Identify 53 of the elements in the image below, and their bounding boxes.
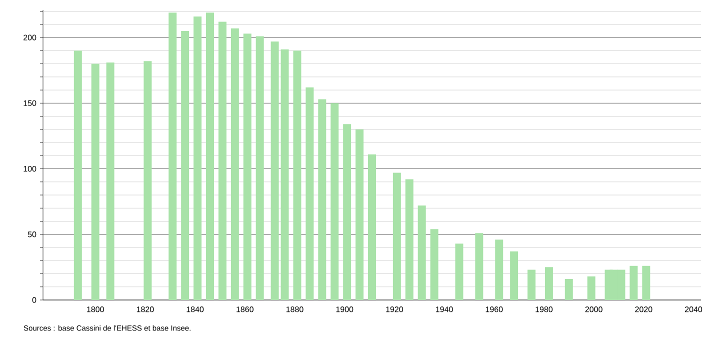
x-tick-label: 1900: [336, 306, 354, 312]
bar: [194, 16, 202, 300]
bar: [318, 99, 326, 300]
bar: [293, 50, 302, 300]
y-tick-label: 200: [24, 34, 36, 40]
y-tick-label: 150: [24, 100, 36, 106]
y-tick-label: 0: [32, 297, 36, 303]
x-tick-label: 1940: [436, 306, 453, 312]
bar: [356, 129, 364, 300]
bar: [91, 64, 100, 300]
bar: [455, 244, 464, 300]
bar: [230, 28, 239, 300]
bar: [330, 103, 339, 300]
bar: [564, 278, 573, 300]
bar: [642, 266, 650, 300]
bar: [74, 50, 82, 300]
x-tick-label: 1840: [186, 306, 204, 312]
bar: [495, 240, 504, 300]
bar: [544, 267, 553, 300]
y-tick-label: 100: [24, 166, 36, 172]
bar: [510, 251, 518, 300]
x-tick-label: 1920: [386, 306, 404, 312]
bar: [243, 34, 252, 300]
bar: [405, 179, 414, 300]
bar: [475, 233, 484, 300]
bar: [168, 12, 177, 300]
bar: [430, 229, 438, 300]
x-tick-label: 1800: [87, 306, 104, 312]
x-tick-label: 1860: [236, 306, 254, 312]
x-tick-label: 1980: [536, 306, 553, 312]
bar: [181, 30, 190, 300]
bar: [418, 206, 426, 300]
bar: [343, 124, 352, 300]
bar: [392, 172, 401, 300]
bar: [280, 49, 289, 300]
x-tick-label: 1820: [136, 306, 154, 312]
bar: [144, 61, 152, 300]
x-tick-label: 2040: [685, 306, 702, 312]
bar: [630, 266, 638, 300]
bar: [218, 22, 226, 300]
x-tick-label: 2000: [585, 306, 602, 312]
bar: [256, 36, 264, 300]
x-tick-label: 1880: [286, 306, 304, 312]
bar: [587, 276, 596, 300]
bar: [528, 270, 536, 300]
bar: [270, 41, 279, 300]
x-tick-label: 2020: [635, 306, 652, 312]
x-tick-label: 1960: [486, 306, 503, 312]
bar: [368, 154, 376, 300]
bar: [106, 62, 114, 300]
bar: [306, 87, 314, 300]
bar: [206, 12, 214, 300]
y-tick-label: 50: [28, 232, 36, 238]
